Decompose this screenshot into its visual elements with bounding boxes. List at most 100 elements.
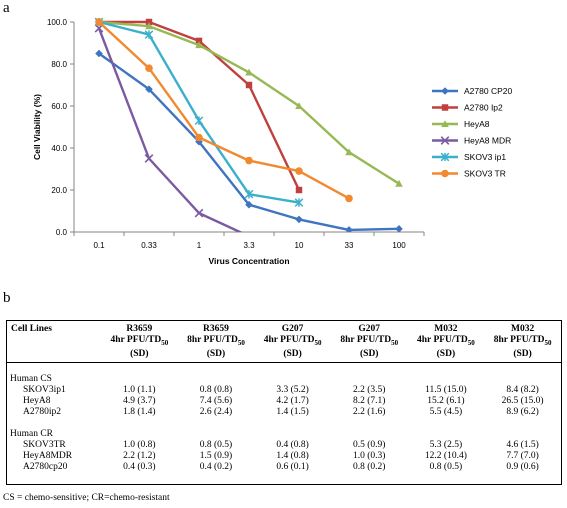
data-point bbox=[245, 156, 253, 165]
table-cell: 11.5 (15.0) bbox=[425, 384, 467, 395]
x-axis-title: Virus Concentration bbox=[208, 256, 289, 266]
table-cell: 0.8 (0.2) bbox=[353, 461, 386, 472]
column-header-unit: 4hr PFU/TD50 bbox=[110, 335, 169, 347]
y-tick-label: 60.0 bbox=[51, 102, 67, 111]
y-axis-title: Cell Viability (%) bbox=[32, 94, 42, 160]
table-cell: 0.4 (0.8) bbox=[276, 439, 309, 450]
spacer-row bbox=[7, 473, 562, 485]
column-header-subscript: 50 bbox=[314, 338, 322, 347]
row-label: SKOV3TR bbox=[23, 439, 66, 450]
data-point bbox=[345, 194, 353, 203]
table-cell: 1.4 (0.8) bbox=[276, 450, 309, 461]
legend-label: A2780 Ip2 bbox=[464, 103, 503, 113]
column-header-title: G207 bbox=[281, 324, 304, 334]
spacer-row bbox=[7, 418, 562, 429]
column-header-unit: 8hr PFU/TD50 bbox=[340, 335, 399, 347]
data-point bbox=[441, 87, 449, 95]
y-tick-label: 100.0 bbox=[47, 18, 68, 27]
data-point bbox=[440, 136, 450, 145]
table-cell: 15.2 (6.1) bbox=[427, 395, 465, 406]
table-cell: 0.6 (0.1) bbox=[276, 461, 309, 472]
legend-item: A2780 Ip2 bbox=[432, 103, 503, 113]
column-header-unit: 4hr PFU/TD50 bbox=[417, 335, 475, 347]
table-cell: 1.0 (0.3) bbox=[353, 450, 386, 461]
legend-item: SKOV3 TR bbox=[432, 169, 506, 179]
table-cell: 1.5 (0.9) bbox=[199, 450, 233, 461]
data-point bbox=[145, 22, 153, 30]
table-row: A2780cp20 0.4 (0.3) 0.4 (0.2) 0.6 (0.1) 0.8 … bbox=[7, 462, 562, 473]
plot-area: 0.0 20.0 40.0 60.0 80.0 100.0 0.1 0.33 1 3.3 10 33 1… bbox=[32, 17, 425, 266]
series-layer bbox=[94, 17, 403, 232]
table-footnote: CS = chemo-sensitive; CR=chemo-resistant bbox=[3, 493, 170, 503]
legend-label: SKOV3 TR bbox=[464, 169, 506, 179]
data-point bbox=[244, 189, 254, 199]
table-cell: 26.5 (15.0) bbox=[501, 395, 544, 406]
column-header-subscript: 50 bbox=[467, 338, 475, 347]
series-line bbox=[97, 27, 243, 232]
column-header-title: M032 bbox=[434, 324, 458, 334]
data-point bbox=[144, 30, 154, 39]
x-tick-label: 3.3 bbox=[243, 241, 255, 250]
column-header: R3659 8hr PFU/TD50 (SD) bbox=[177, 320, 255, 363]
table-cell: 0.4 (0.3) bbox=[123, 461, 156, 472]
data-point bbox=[145, 18, 153, 26]
data-point bbox=[245, 68, 253, 76]
x-tick-label: 10 bbox=[295, 241, 304, 250]
series-skov3-tr bbox=[95, 18, 353, 203]
column-header: R3659 4hr PFU/TD50 (SD) bbox=[101, 320, 178, 363]
data-point bbox=[195, 133, 203, 142]
row-label: A2780cp20 bbox=[23, 461, 68, 472]
column-header-subscript: 50 bbox=[391, 338, 399, 347]
column-header-title: G207 bbox=[358, 324, 381, 334]
group-row: Human CR bbox=[7, 429, 562, 440]
x-tick-label: 0.33 bbox=[141, 241, 157, 250]
panel-a-label: a bbox=[3, 0, 10, 16]
data-point bbox=[345, 148, 353, 156]
table-cell: 8.4 (8.2) bbox=[506, 384, 539, 395]
table-cell: 12.2 (10.4) bbox=[424, 450, 467, 461]
table-cell: 0.5 (0.9) bbox=[353, 439, 386, 450]
data-point bbox=[195, 41, 203, 49]
column-header-unit: 8hr PFU/TD50 bbox=[187, 335, 245, 347]
legend-label: HeyA8 bbox=[464, 119, 490, 129]
data-point bbox=[145, 85, 153, 93]
y-tick-label: 20.0 bbox=[51, 186, 67, 195]
table-cell: 2.2 (3.5) bbox=[353, 384, 386, 395]
table-row: HeyA8 4.9 (3.7) 7.4 (5.6) 4.2 (1.7) 8.2 (7.1… bbox=[7, 396, 562, 407]
table-cell: 1.0 (0.8) bbox=[123, 439, 156, 450]
table-cell: 1.4 (1.5) bbox=[276, 406, 309, 417]
column-header-title: Cell Lines bbox=[11, 324, 52, 334]
table-row: SKOV3ip1 1.0 (1.1) 0.8 (0.8) 3.3 (5.2) 2.2 (… bbox=[7, 385, 562, 396]
table-cell: 0.8 (0.5) bbox=[199, 439, 233, 450]
data-point bbox=[295, 186, 303, 194]
data-point bbox=[441, 120, 449, 128]
row-label: SKOV3ip1 bbox=[23, 384, 66, 395]
table-row: A2780ip2 1.8 (1.4) 2.6 (2.4) 1.4 (1.5) 2.2 (… bbox=[7, 407, 562, 418]
data-point bbox=[195, 37, 203, 45]
column-header-sd: (SD) bbox=[513, 348, 532, 359]
group-row: Human CS bbox=[7, 374, 562, 385]
column-header-subscript: 50 bbox=[161, 338, 169, 347]
table-cell: 8.9 (6.2) bbox=[506, 406, 539, 417]
data-point bbox=[194, 116, 204, 126]
column-header: M032 4hr PFU/TD50 (SD) bbox=[407, 320, 485, 363]
x-tick-label: 33 bbox=[345, 241, 354, 250]
data-point bbox=[440, 152, 450, 162]
column-header-title: R3659 bbox=[126, 324, 153, 334]
panel-b-label: b bbox=[3, 290, 11, 306]
spacer-row bbox=[7, 362, 562, 374]
column-header-unit: 8hr PFU/TD50 bbox=[493, 335, 552, 347]
column-header-unit: 4hr PFU/TD50 bbox=[263, 335, 322, 347]
data-point bbox=[441, 169, 449, 178]
y-tick-label: 0.0 bbox=[56, 228, 68, 237]
column-header-sd: (SD) bbox=[283, 348, 302, 359]
data-point bbox=[294, 198, 304, 207]
table-body: Human CS SKOV3ip1 1.0 (1.1) 0.8 (0.8) 3.3 (5… bbox=[7, 362, 562, 484]
table-cell: 1.8 (1.4) bbox=[123, 406, 156, 417]
table-cell: 2.2 (1.6) bbox=[353, 406, 386, 417]
column-header: G207 8hr PFU/TD50 (SD) bbox=[330, 320, 408, 363]
column-header-subscript: 50 bbox=[544, 338, 552, 347]
legend-item: HeyA8 bbox=[432, 119, 490, 129]
table-cell: 0.4 (0.2) bbox=[199, 461, 233, 472]
y-tick-label: 40.0 bbox=[51, 144, 67, 153]
